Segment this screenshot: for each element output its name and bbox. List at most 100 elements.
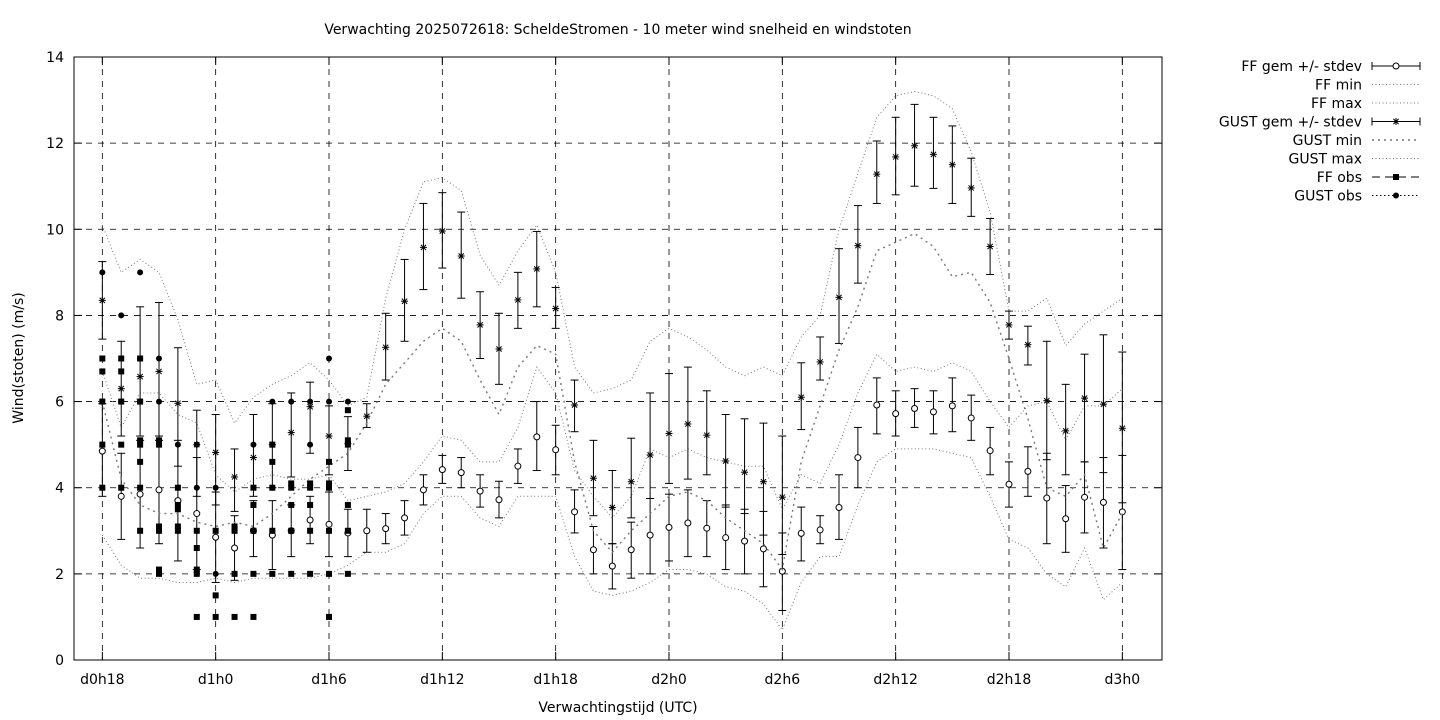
- data-point: [344, 570, 351, 577]
- data-point: [344, 527, 351, 534]
- data-point: [759, 545, 767, 553]
- x-tick-label: d2h12: [873, 672, 917, 688]
- data-point: [231, 570, 238, 577]
- data-point: [307, 480, 314, 487]
- data-point: [118, 484, 125, 491]
- data-point: [873, 401, 881, 409]
- data-point: [1005, 480, 1013, 488]
- legend-label: GUST gem +/- stdev: [1219, 115, 1362, 131]
- data-point: [99, 398, 106, 405]
- data-point: [457, 469, 465, 477]
- chart-title: Verwachting 2025072618: ScheldeStromen -…: [324, 22, 911, 38]
- data-point: [438, 466, 446, 474]
- data-point: [269, 484, 276, 491]
- data-point: [288, 527, 295, 534]
- data-point: [156, 441, 162, 448]
- data-point: [986, 447, 994, 455]
- series-1: [101, 448, 1123, 631]
- star-marker: [174, 400, 181, 407]
- star-marker: [892, 153, 899, 160]
- x-tick-label: d3h0: [1105, 672, 1141, 688]
- data-point: [212, 592, 219, 599]
- data-point: [99, 368, 106, 375]
- data-point: [250, 527, 257, 534]
- data-point: [231, 544, 239, 552]
- star-marker: [684, 420, 691, 427]
- star-marker: [250, 454, 257, 461]
- data-point: [306, 516, 314, 524]
- data-point: [344, 437, 351, 444]
- plot-frame: [73, 56, 1163, 661]
- data-point: [212, 484, 219, 491]
- data-point: [307, 501, 314, 508]
- data-point: [174, 506, 181, 513]
- star-marker: [836, 294, 842, 301]
- data-point: [911, 404, 919, 412]
- star-marker: [99, 297, 106, 304]
- series-4: [101, 232, 1123, 572]
- legend: FF gem +/- stdev FF min FF max GUST gem +/-…: [1219, 59, 1421, 205]
- data-point: [137, 437, 144, 444]
- data-point: [156, 523, 162, 530]
- data-point: [269, 441, 276, 448]
- data-point: [344, 398, 351, 405]
- star-marker: [930, 151, 937, 158]
- data-point: [326, 613, 332, 620]
- data-point: [212, 527, 219, 534]
- data-point: [136, 490, 144, 498]
- star-marker: [137, 373, 144, 380]
- data-point: [1081, 493, 1089, 501]
- legend-label: FF max: [1311, 96, 1362, 112]
- data-point: [250, 570, 257, 577]
- star-marker: [760, 478, 767, 485]
- data-point: [99, 441, 106, 448]
- data-point: [98, 447, 106, 455]
- star-marker: [533, 265, 540, 272]
- x-axis-label: Verwachtingstijd (UTC): [538, 700, 697, 716]
- data-point: [892, 410, 900, 418]
- star-marker: [212, 449, 219, 456]
- star-marker: [571, 402, 578, 408]
- data-point: [99, 484, 106, 491]
- star-marker: [1006, 321, 1012, 328]
- data-point: [269, 527, 276, 534]
- y-tick-label: 12: [46, 136, 64, 152]
- star-marker: [590, 475, 597, 482]
- data-point: [288, 398, 295, 405]
- data-point: [174, 523, 181, 530]
- data-point: [533, 433, 541, 441]
- data-point: [212, 570, 219, 577]
- legend-label: FF gem +/- stdev: [1241, 59, 1362, 75]
- star-marker: [496, 346, 502, 353]
- data-point: [571, 508, 579, 516]
- data-point: [741, 537, 749, 545]
- data-point: [684, 519, 692, 527]
- data-point: [344, 407, 351, 414]
- data-point: [137, 527, 144, 534]
- data-point: [326, 458, 332, 465]
- data-point: [326, 570, 332, 577]
- data-point: [193, 441, 200, 448]
- data-point: [137, 398, 144, 405]
- data-point: [401, 514, 409, 522]
- x-tick-label: d2h18: [987, 672, 1031, 688]
- data-point: [665, 523, 673, 531]
- data-point: [288, 570, 295, 577]
- data-point: [646, 531, 654, 539]
- data-point: [193, 527, 200, 534]
- star-marker: [609, 504, 616, 511]
- star-marker: [1100, 401, 1107, 408]
- star-marker: [288, 429, 295, 436]
- x-tick-label: d0h18: [80, 672, 124, 688]
- data-point: [307, 398, 314, 405]
- star-marker: [1043, 397, 1050, 404]
- data-point: [174, 527, 181, 534]
- legend-label: GUST obs: [1294, 189, 1362, 205]
- data-point: [1393, 174, 1399, 180]
- y-tick-label: 0: [55, 653, 64, 669]
- data-point: [589, 546, 597, 554]
- data-point: [419, 486, 427, 494]
- data-point: [137, 458, 144, 465]
- data-point: [174, 484, 181, 491]
